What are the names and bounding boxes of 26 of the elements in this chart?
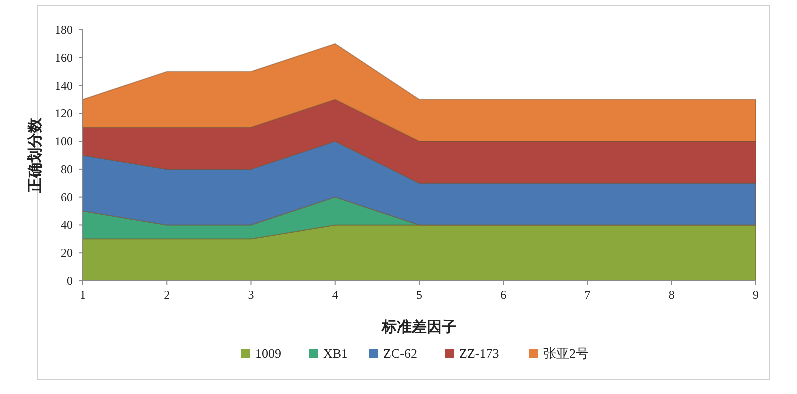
- x-tick-label: 2: [164, 288, 170, 302]
- x-tick-label: 8: [668, 288, 675, 302]
- x-tick-label: 7: [584, 288, 591, 302]
- y-tick-label: 80: [61, 162, 73, 176]
- y-tick-label: 100: [55, 134, 73, 149]
- y-tick-label: 40: [61, 218, 73, 232]
- x-tick-label: 5: [416, 288, 422, 302]
- legend-label: XB1: [324, 346, 348, 361]
- legend-label: ZC-62: [384, 346, 418, 361]
- y-tick-label: 20: [61, 246, 73, 260]
- legend-label: ZZ-173: [460, 346, 500, 361]
- legend-label: 1009: [256, 346, 282, 361]
- y-tick-label: 180: [55, 23, 73, 37]
- y-tick-label: 0: [67, 274, 73, 288]
- y-tick-label: 140: [55, 78, 73, 93]
- y-tick-label: 120: [55, 106, 73, 121]
- x-axis-title: 标准差因子: [381, 319, 457, 336]
- y-tick-label: 160: [55, 50, 73, 65]
- y-tick-label: 60: [61, 190, 73, 204]
- x-tick-label: 4: [332, 288, 338, 302]
- legend-label: 张亚2号: [544, 346, 589, 361]
- x-tick-label: 3: [248, 288, 254, 302]
- x-tick-label: 9: [753, 288, 759, 302]
- x-tick-label: 6: [500, 288, 507, 302]
- y-axis-title: 正确划分数: [27, 117, 44, 194]
- x-tick-label: 1: [80, 288, 86, 302]
